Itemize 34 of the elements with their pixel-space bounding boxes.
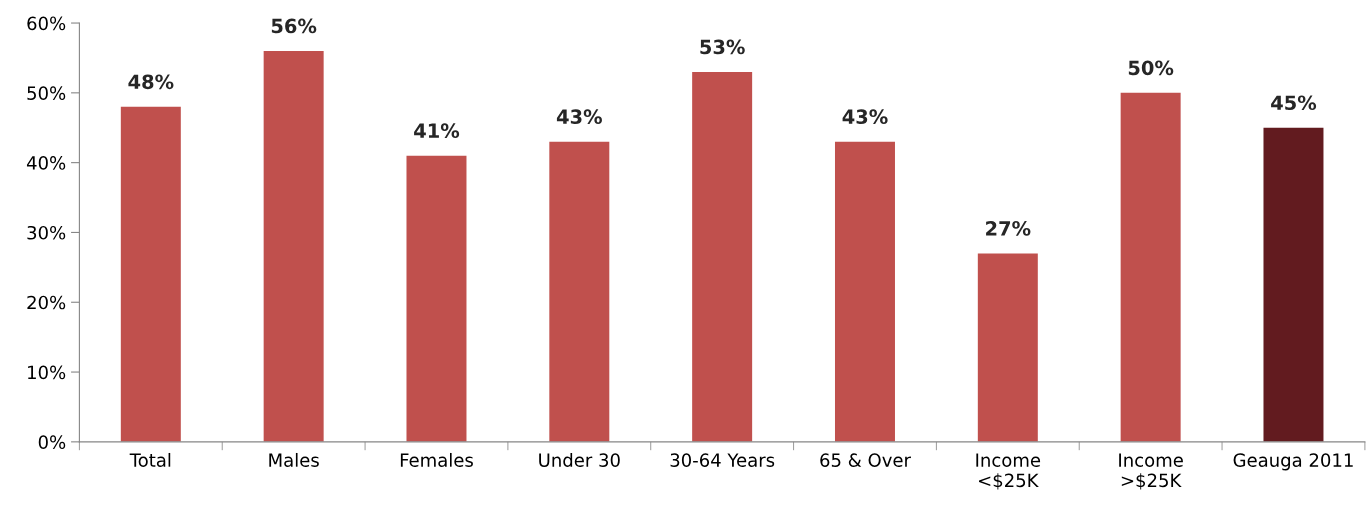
bar: [549, 141, 610, 442]
data-label: 43%: [556, 109, 602, 125]
x-tick-label: Income >$25K: [1119, 453, 1183, 490]
y-tick-label: 40%: [26, 156, 66, 170]
data-label: 41%: [414, 123, 460, 139]
y-tick-label: 10%: [28, 365, 66, 380]
x-tick-label: 65 & Over: [820, 453, 911, 467]
data-label: 53%: [700, 39, 745, 55]
data-label: 50%: [1128, 60, 1174, 76]
data-label: 56%: [271, 18, 317, 34]
bar: [1263, 127, 1324, 442]
data-label: 43%: [842, 109, 888, 125]
data-label: 45%: [1271, 95, 1317, 111]
x-tick-label: Males: [269, 452, 319, 467]
x-tick-label: Total: [129, 452, 171, 467]
data-label: 48%: [128, 74, 174, 90]
x-tick-label: Under 30: [539, 452, 620, 467]
bar: [692, 71, 753, 442]
y-tick-label: 50%: [27, 86, 66, 100]
y-tick-label: 60%: [27, 16, 66, 31]
bar: [977, 253, 1038, 442]
y-tick-label: 0%: [38, 435, 66, 449]
y-tick-label: 30%: [27, 225, 66, 240]
y-tick-label: 20%: [27, 295, 66, 310]
x-tick-label: Females: [400, 452, 473, 467]
bar: [1120, 92, 1181, 442]
bar: [263, 50, 324, 442]
bar: [120, 106, 181, 442]
x-tick-label: 30-64 Years: [670, 453, 775, 467]
bar: [406, 155, 467, 442]
x-tick-label: Income <$25K: [976, 453, 1041, 490]
x-tick-label: Geauga 2011: [1233, 453, 1353, 471]
bar: [834, 141, 895, 442]
data-label: 27%: [986, 221, 1031, 236]
